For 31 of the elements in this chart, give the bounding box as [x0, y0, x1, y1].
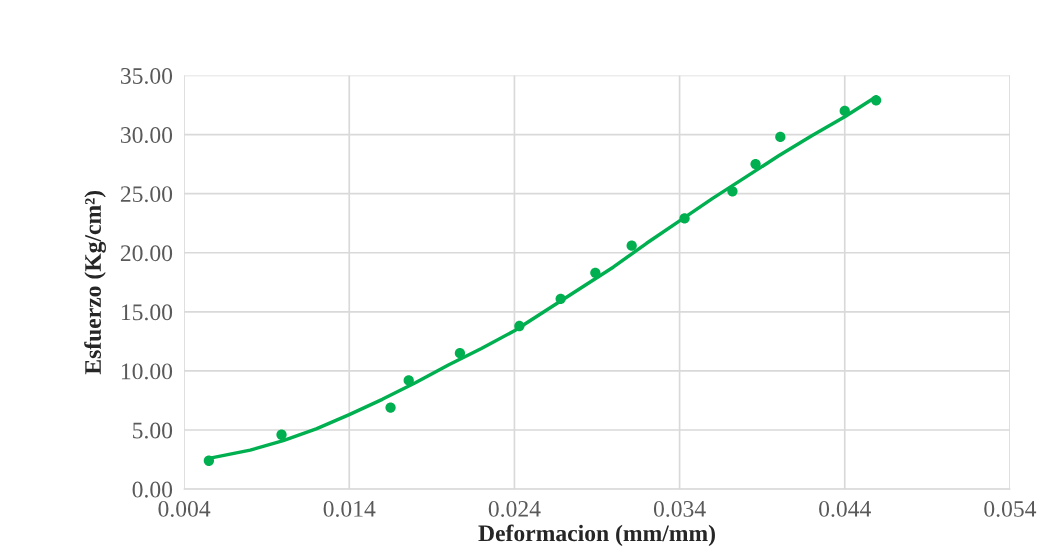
- point: [775, 131, 786, 143]
- x-tick-label: 0.004: [158, 500, 211, 517]
- point: [626, 240, 637, 251]
- x-axis-title: Deformacion (mm/mm): [478, 524, 715, 547]
- point: [679, 213, 690, 224]
- x-tick-label: 0.024: [488, 500, 541, 517]
- y-tick-label: 25.00: [120, 186, 173, 203]
- y-tick-label: 15.00: [121, 304, 173, 321]
- point: [727, 186, 738, 197]
- y-tick-label: 0.00: [132, 481, 173, 498]
- point: [203, 455, 215, 466]
- point: [750, 158, 761, 170]
- y-axis-title: Esfuerzo (Kg/cm²): [84, 190, 106, 375]
- point: [870, 95, 882, 106]
- x-tick-label: 0.044: [819, 500, 871, 517]
- y-tick-label: 30.00: [120, 127, 173, 144]
- point: [454, 348, 466, 359]
- point: [403, 375, 414, 386]
- x-tick-label: 0.014: [323, 500, 376, 517]
- y-tick-label: 5.00: [133, 422, 173, 439]
- point: [839, 105, 850, 117]
- y-tick-label: 10.00: [121, 363, 173, 380]
- y-tick-label: 35.00: [120, 67, 173, 84]
- point: [590, 267, 601, 278]
- point: [276, 429, 287, 440]
- x-tick-label: 0.034: [653, 500, 706, 517]
- x-tick-label: 0.054: [984, 500, 1037, 517]
- point: [555, 293, 566, 304]
- point: [385, 402, 396, 413]
- y-tick-label: 20.00: [120, 245, 173, 262]
- point: [514, 320, 525, 332]
